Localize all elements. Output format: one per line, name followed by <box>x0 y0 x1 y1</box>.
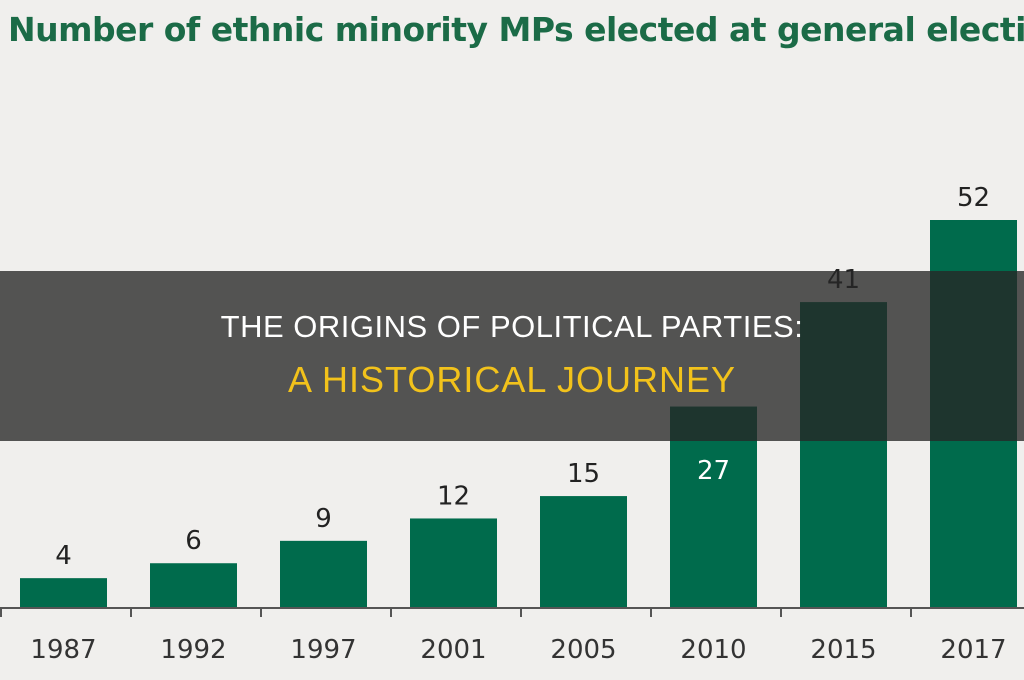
data-label-2017: 52 <box>957 183 990 213</box>
bar-1997 <box>280 540 367 608</box>
x-tick-label-2005: 2005 <box>550 635 616 665</box>
data-label-1987: 4 <box>55 541 72 571</box>
banner-line-1: THE ORIGINS OF POLITICAL PARTIES: <box>220 309 804 344</box>
x-tick-label-1997: 1997 <box>290 635 356 665</box>
data-label-2001: 12 <box>437 481 470 511</box>
title-banner: THE ORIGINS OF POLITICAL PARTIES: A HIST… <box>0 271 1024 441</box>
data-label-1997: 9 <box>315 504 332 534</box>
bar-1992 <box>150 563 237 608</box>
x-tick-label-2015: 2015 <box>810 635 876 665</box>
x-tick-label-2017: 2017 <box>940 635 1006 665</box>
data-label-2005: 15 <box>567 459 600 489</box>
data-label-1992: 6 <box>185 526 202 556</box>
x-tick-label-2010: 2010 <box>680 635 746 665</box>
bar-1987 <box>20 578 107 608</box>
x-tick-label-1987: 1987 <box>30 635 96 665</box>
x-tick-label-2001: 2001 <box>420 635 486 665</box>
bar-2005 <box>540 496 627 608</box>
bar-2001 <box>410 518 497 608</box>
banner-line-2: A HISTORICAL JOURNEY <box>287 359 737 400</box>
data-label-2010: 27 <box>697 456 730 486</box>
chart-title: Number of ethnic minority MPs elected at… <box>8 10 1024 49</box>
x-tick-label-1992: 1992 <box>160 635 226 665</box>
